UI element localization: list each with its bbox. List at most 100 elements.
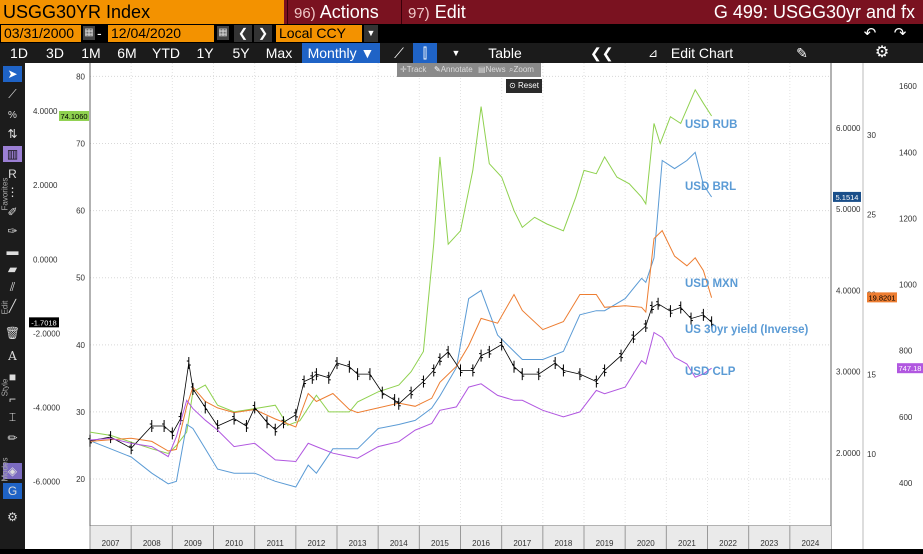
us30-last-value-tag: -1.7018: [31, 318, 56, 327]
redo-icon[interactable]: ↷: [893, 25, 907, 42]
period-max[interactable]: Max: [265, 45, 293, 61]
sidebar-gear-icon[interactable]: ⚙: [7, 510, 18, 524]
period-6m[interactable]: 6M: [117, 45, 137, 61]
line-tool-icon[interactable]: ⟋: [8, 87, 17, 101]
edit-label: Edit: [434, 2, 466, 22]
stroke-icon[interactable]: ╱: [8, 299, 17, 313]
series-line-brl: [89, 151, 713, 488]
reset-label: Reset: [518, 81, 539, 90]
chart-svg[interactable]: 2007 2008 2009 2010 2011 2012 2013 2014 2015 2016…: [25, 63, 923, 549]
x-tick-label: 2016: [472, 539, 490, 548]
percent-tool-icon[interactable]: %: [8, 110, 17, 121]
chart-area[interactable]: 2007 2008 2009 2010 2011 2012 2013 2014 2015 2016…: [25, 63, 923, 549]
brl-last-value-tag: 5.1514: [836, 193, 859, 202]
left-inner-tick-label: 50: [76, 274, 85, 283]
pencil-icon[interactable]: ✏: [7, 431, 18, 445]
arrows-tool-icon[interactable]: ⇅: [7, 127, 18, 141]
zoom-tool[interactable]: ⌕ Zoom: [509, 63, 534, 77]
square-icon[interactable]: ■: [8, 370, 17, 384]
trash-icon[interactable]: 🗑: [4, 326, 21, 340]
period-1y[interactable]: 1Y: [196, 45, 214, 61]
left-inner-tick-label: 20: [76, 475, 85, 484]
period-1m[interactable]: 1M: [81, 45, 101, 61]
line-chart-icon[interactable]: ⟋: [394, 45, 404, 61]
mode-icon[interactable]: ◈: [3, 463, 22, 479]
prev-arrow-icon[interactable]: ❮: [234, 25, 252, 42]
edit-menu[interactable]: 97) Edit: [401, 0, 513, 24]
pointer-icon[interactable]: ➤: [3, 66, 22, 82]
x-tick-label: 2018: [555, 539, 573, 548]
cursor-icon[interactable]: ⌶: [8, 410, 17, 424]
ruler-icon[interactable]: ⫽: [9, 280, 16, 294]
dash-line-icon[interactable]: ▬: [6, 244, 19, 258]
currency-field[interactable]: Local CCY: [276, 25, 362, 42]
annotate-pen-icon[interactable]: ✎: [796, 45, 808, 61]
bar-chart-icon[interactable]: ⫿: [413, 43, 437, 63]
currency-dropdown-icon[interactable]: ▼: [364, 25, 378, 42]
pin-icon[interactable]: ⌐: [8, 392, 16, 406]
news-tool[interactable]: ▤ News: [478, 63, 506, 77]
ticker-field[interactable]: USGG30YR Index: [0, 0, 284, 24]
window-title: G 499: USGG30yr and fx: [713, 2, 915, 22]
x-tick-label: 2010: [225, 539, 243, 548]
rub-last-value-tag-bg: [59, 110, 89, 121]
track-tool[interactable]: ✛ Track: [400, 63, 426, 77]
right-outer-tick-label: 1400: [899, 148, 917, 157]
right-mid-tick-label: 30: [867, 131, 876, 140]
start-calendar-icon[interactable]: ▦: [83, 26, 95, 40]
left-outer-tick-label: -2.0000: [33, 329, 61, 338]
frequency-dropdown[interactable]: Monthly ▼: [302, 43, 380, 63]
undo-icon[interactable]: ↶: [863, 25, 877, 42]
left-outer-tick-label: 0.0000: [33, 255, 58, 264]
period-1d[interactable]: 1D: [10, 45, 28, 61]
right-inner-tick-label: 5.0000: [836, 205, 861, 214]
date-bar: [0, 24, 923, 43]
r-tool-icon[interactable]: R: [8, 167, 17, 181]
x-tick-label: 2012: [308, 539, 326, 548]
band-icon[interactable]: ▰: [7, 262, 18, 276]
mxn-last-value-tag: 19.8201: [868, 293, 895, 302]
track-label: Track: [406, 65, 427, 74]
rub-last-value-tag: 74.1060: [60, 112, 87, 121]
fib-tool-icon[interactable]: ⋮: [6, 185, 19, 199]
period-5y[interactable]: 5Y: [232, 45, 250, 61]
us30-last-value-tag-bg: [29, 317, 59, 328]
right-inner-tick-label: 3.0000: [836, 368, 861, 377]
table-button[interactable]: Table: [488, 45, 522, 61]
end-calendar-icon[interactable]: ▦: [217, 26, 229, 40]
edit-chart-button[interactable]: Edit Chart: [670, 45, 734, 61]
period-ytd[interactable]: YTD: [152, 45, 180, 61]
edit-number: 97): [408, 5, 430, 22]
start-date-field[interactable]: 03/31/2000: [1, 25, 81, 42]
font-a-icon[interactable]: A: [8, 349, 17, 363]
legend-label: USD RUB: [685, 119, 737, 131]
mxn-last-value-tag-bg: [867, 292, 897, 303]
left-outer-tick-label: -6.0000: [33, 478, 61, 487]
left-outer-tick-label: 2.0000: [33, 181, 58, 190]
x-tick-label: 2015: [431, 539, 449, 548]
left-toolbar: ➤ ⟋ % ⇅ ▥ R ⋮ ✐ ✑ ▬ ▰ ⫽ ╱ 🗑 A ■ ⌐ ⌶ ✏ ◈ …: [0, 63, 25, 549]
end-date-field[interactable]: 12/04/2020: [108, 25, 214, 42]
mode-g-icon[interactable]: G: [3, 483, 22, 499]
series-line-mxn: [89, 229, 713, 452]
bar-tool-icon[interactable]: ▥: [3, 146, 22, 162]
legend-label: US 30yr yield (Inverse): [685, 324, 809, 336]
right-outer-axis-band: [863, 63, 923, 549]
brush-icon[interactable]: ✐: [7, 205, 18, 219]
news-label: News: [485, 65, 506, 74]
reset-button[interactable]: ⊙ Reset: [506, 79, 542, 93]
zoom-label: Zoom: [513, 65, 534, 74]
actions-menu[interactable]: 96) Actions: [287, 0, 399, 24]
left-inner-tick-label: 30: [76, 408, 85, 417]
annotate-tool[interactable]: ✎ Annotate: [434, 63, 473, 77]
chart-type-dropdown-icon[interactable]: ▼: [451, 48, 461, 58]
pen-icon[interactable]: ✑: [7, 224, 18, 238]
style-section-label: Style: [0, 378, 10, 397]
collapse-icon[interactable]: ❮❮: [590, 45, 614, 61]
next-arrow-icon[interactable]: ❯: [254, 25, 272, 42]
x-tick-label: 2017: [513, 539, 531, 548]
period-bar: [0, 43, 923, 63]
x-tick-label: 2023: [760, 539, 778, 548]
gear-icon[interactable]: ⚙: [874, 44, 890, 61]
period-3d[interactable]: 3D: [46, 45, 64, 61]
